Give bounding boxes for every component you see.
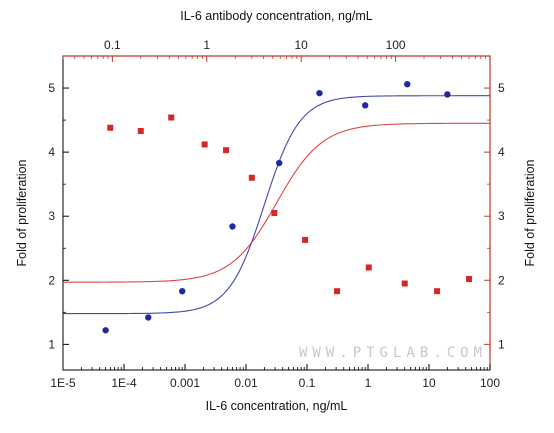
top-axis-title: IL-6 antibody concentration, ng/mL: [180, 9, 373, 23]
data-point-square: [302, 236, 309, 243]
data-point-circle: [444, 91, 451, 98]
bottom-tick-label: 10: [422, 376, 436, 390]
bottom-tick-label: 0.01: [234, 376, 258, 390]
fit-curve-bottom: [63, 95, 490, 315]
data-point-square: [168, 114, 175, 121]
right-tick-label: 2: [498, 273, 505, 287]
left-tick-label: 2: [48, 273, 55, 287]
bottom-tick-label: 100: [480, 376, 500, 390]
data-point-circle: [362, 102, 369, 109]
left-tick-label: 3: [48, 209, 55, 223]
right-tick-label: 1: [498, 337, 505, 351]
data-point-square: [401, 280, 408, 287]
top-tick-label: 10: [295, 38, 309, 52]
data-point-circle: [102, 327, 109, 334]
data-point-square: [137, 127, 144, 134]
data-point-square: [223, 147, 230, 154]
bottom-tick-label: 1: [365, 376, 372, 390]
data-point-square: [271, 210, 278, 216]
right-tick-label: 4: [498, 145, 505, 159]
left-tick-label: 1: [48, 337, 55, 351]
data-point-square: [466, 276, 473, 283]
right-axis-title: Fold of proliferation: [523, 159, 537, 266]
top-tick-label: 0.1: [104, 38, 121, 52]
left-tick-label: 5: [48, 81, 55, 95]
data-point-square: [248, 174, 255, 181]
top-tick-label: 1: [203, 38, 210, 52]
data-point-circle: [275, 159, 283, 167]
bottom-axis-title: IL-6 concentration, ng/mL: [206, 399, 348, 413]
left-tick-label: 4: [48, 145, 55, 159]
data-point-circle: [179, 287, 186, 295]
bottom-tick-label: 0.1: [299, 376, 316, 390]
top-tick-label: 100: [386, 38, 406, 52]
data-point-square: [334, 288, 341, 295]
bottom-tick-label: 1E-5: [50, 376, 76, 390]
data-point-square: [434, 288, 441, 295]
bottom-tick-label: 1E-4: [111, 376, 137, 390]
data-point-square: [107, 124, 114, 131]
right-tick-label: 3: [498, 209, 505, 223]
data-point-circle: [316, 89, 323, 97]
right-tick-label: 5: [498, 81, 505, 95]
data-point-circle: [404, 80, 411, 88]
bottom-tick-label: 0.001: [170, 376, 200, 390]
watermark: WWW.PTGLAB.COM: [299, 345, 487, 361]
left-axis-title: Fold of proliferation: [15, 159, 29, 266]
data-point-square: [365, 264, 372, 271]
data-point-circle: [145, 314, 152, 321]
data-point-square: [201, 141, 208, 148]
fit-curve-top: [63, 122, 490, 283]
data-point-circle: [229, 223, 236, 230]
